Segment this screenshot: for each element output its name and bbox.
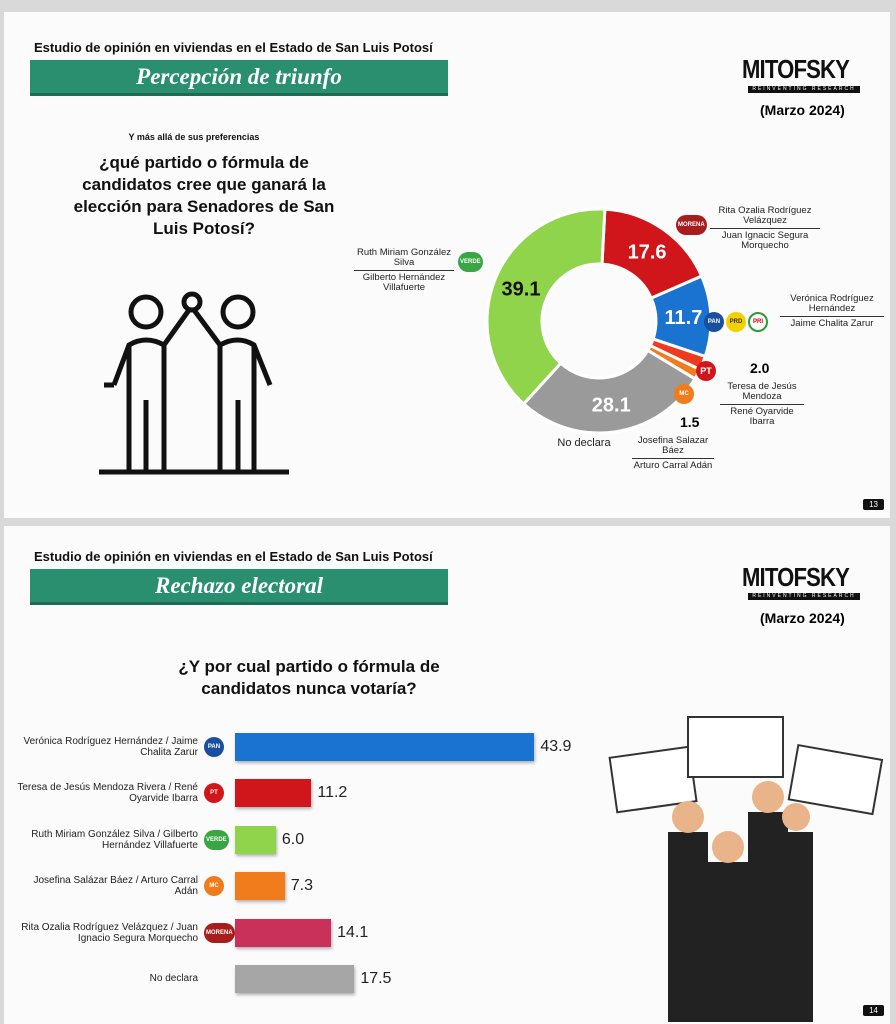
study-title: Estudio de opinión en viviendas en el Es… — [34, 40, 433, 55]
value-pt: 2.0 — [750, 360, 770, 376]
pt-logo-icon: PT — [696, 361, 716, 381]
study-title: Estudio de opinión en viviendas en el Es… — [34, 549, 433, 564]
donut-value-label: 28.1 — [592, 395, 631, 417]
bar-label: Josefina Salázar Báez / Arturo Carral Ad… — [33, 875, 198, 898]
bar-value: 11.2 — [317, 784, 348, 802]
bar-label: Ruth Miriam González Silva / Gilberto He… — [31, 828, 198, 851]
survey-date: (Marzo 2024) — [760, 610, 845, 626]
question: ¿Y por cual partido o fórmula de candida… — [178, 657, 440, 698]
bar — [235, 779, 312, 808]
bar — [235, 733, 535, 761]
mitofsky-logo: MITOFSKY — [742, 562, 850, 592]
bar — [235, 918, 332, 947]
pan-logo-icon: PAN — [704, 312, 724, 332]
pan-logo-icon: PAN — [204, 737, 224, 757]
bar-value: 17.5 — [360, 970, 392, 987]
morena-logo-icon: MORENA — [676, 215, 707, 235]
slide-percepcion-triunfo: Estudio de opinión en viviendas en el Es… — [4, 12, 890, 518]
bar-label: Teresa de Jesús Mendoza Rivera / René Oy… — [17, 782, 198, 805]
donut-slice-5 — [485, 207, 607, 407]
slide-rechazo-electoral: Estudio de opinión en viviendas en el Es… — [4, 526, 890, 1024]
bar — [235, 825, 276, 854]
bar-value: 7.3 — [290, 877, 314, 895]
logo-tagline: REINVENTING RESEARCH — [748, 593, 860, 600]
value-mc: 1.5 — [680, 414, 700, 430]
pt-logo-icon: PT — [204, 783, 224, 804]
bar-value: 14.1 — [337, 923, 369, 941]
bar-value: 6.0 — [281, 830, 305, 848]
label-pt: Teresa de Jesús Mendoza René Oyarvide Iba… — [720, 382, 804, 427]
page-number: 13 — [863, 499, 884, 510]
logo-tagline: REINVENTING RESEARCH — [748, 86, 860, 93]
morena-logo-icon: MORENA — [204, 922, 235, 943]
bar — [235, 965, 355, 993]
label-no-declara: No declara — [557, 437, 611, 449]
bar-value: 43.9 — [540, 738, 572, 755]
section-banner: Percepción de triunfo — [30, 60, 448, 96]
bar — [235, 872, 285, 901]
donut-slice-4 — [521, 348, 697, 435]
prd-logo-icon: PRD — [726, 312, 746, 332]
survey-date: (Marzo 2024) — [760, 102, 845, 118]
section-banner: Rechazo electoral — [30, 569, 448, 605]
bar-label: No declara — [149, 973, 198, 984]
pri-logo-icon: PRI — [748, 312, 768, 332]
donut-value-label: 11.7 — [665, 307, 703, 329]
label-morena: Rita Ozalia Rodríguez Velázquez Juan Igna… — [710, 206, 820, 251]
question: ¿qué partido o fórmula de candidatos cre… — [73, 153, 335, 238]
donut-value-label: 39.1 — [502, 278, 541, 300]
donut-value-label: 17.6 — [628, 242, 667, 264]
page-number: 14 — [863, 1005, 884, 1016]
label-mc: Josefina Salazar Báez Arturo Carral Adán — [632, 435, 714, 471]
label-pan: Verónica Rodríguez Hernández Jaime Chalit… — [780, 294, 884, 329]
bar-label: Verónica Rodríguez Hernández / Jaime Cha… — [23, 736, 198, 758]
verde-logo-icon: VERDE — [204, 829, 229, 850]
protesters-illustration — [608, 716, 884, 1022]
mc-logo-icon: MC — [674, 384, 694, 404]
question-intro: Y más allá de sus preferencias — [128, 132, 260, 142]
mitofsky-logo: MITOFSKY — [742, 54, 850, 84]
verde-logo-icon: VERDE — [458, 252, 483, 272]
label-verde: Ruth Miriam González Silva Gilberto Herná… — [354, 248, 454, 293]
high-five-illustration — [99, 291, 289, 475]
mc-logo-icon: MC — [204, 876, 224, 897]
bar-label: Rita Ozalia Rodríguez Velázquez / Juan I… — [21, 921, 198, 944]
